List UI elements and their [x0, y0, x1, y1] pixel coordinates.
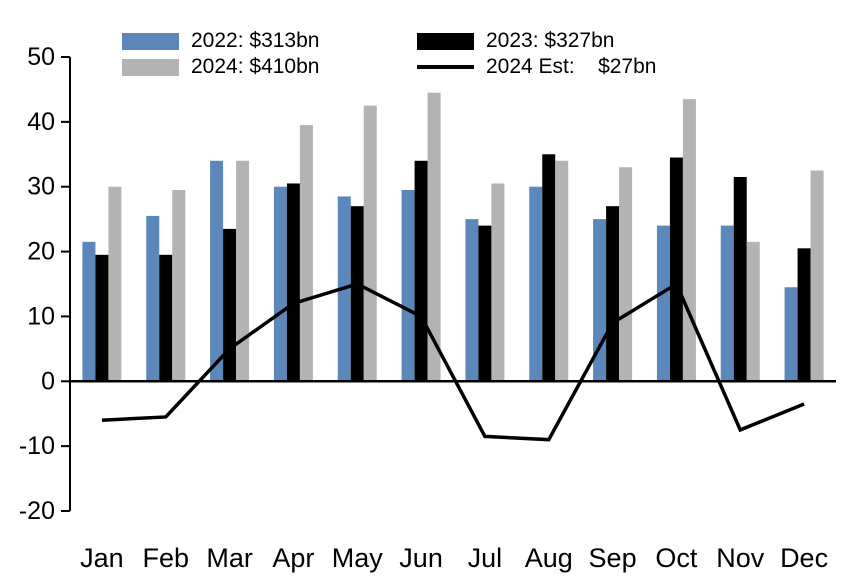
- x-axis-label-Jan: Jan: [80, 543, 124, 573]
- bar-2023-Oct: [669, 157, 683, 382]
- x-axis-label-Feb: Feb: [142, 543, 189, 573]
- bar-2022-Dec: [784, 287, 798, 382]
- bar-2024-Oct: [682, 99, 696, 382]
- legend-swatch-2024-icon: [122, 58, 179, 76]
- legend-label-2024: 2024: $410bn: [191, 55, 320, 78]
- svg-text:50: 50: [27, 43, 55, 71]
- x-axis-label-Apr: Apr: [272, 543, 314, 573]
- bar-2024-Sep: [619, 167, 633, 382]
- bar-2022-Jan: [82, 241, 96, 382]
- bar-2023-Mar: [223, 228, 237, 382]
- x-axis-label-May: May: [332, 543, 384, 573]
- legend-swatch-2022-icon: [122, 32, 179, 50]
- bar-2023-Apr: [286, 183, 300, 382]
- bar-2024-Mar: [236, 160, 250, 382]
- bar-2024-Aug: [555, 160, 569, 382]
- bar-2022-Oct: [656, 225, 670, 382]
- bar-2023-Aug: [542, 154, 556, 382]
- x-axis-label-Nov: Nov: [716, 543, 765, 573]
- x-axis-label-Mar: Mar: [206, 543, 253, 573]
- svg-text:20: 20: [27, 238, 55, 266]
- bar-2022-Aug: [529, 186, 543, 382]
- x-axis-label-Sep: Sep: [589, 543, 637, 573]
- svg-text:-10: -10: [19, 432, 55, 460]
- bar-2022-Apr: [273, 186, 287, 382]
- bar-2023-Jun: [414, 160, 428, 382]
- bar-2024-Dec: [810, 170, 824, 382]
- line-series-2024 Est: [101, 281, 805, 442]
- bar-2023-Jan: [95, 254, 109, 382]
- legend-item-2022: 2022: $313bn: [122, 29, 320, 52]
- bar-2024-Apr: [299, 125, 313, 382]
- bar-2023-May: [350, 206, 364, 382]
- legend-item-2024: 2024: $410bn: [122, 55, 320, 78]
- bar-2023-Sep: [606, 206, 620, 382]
- legend-label-2024-est: 2024 Est: $27bn: [486, 55, 657, 78]
- bar-2023-Feb: [159, 254, 173, 382]
- bar-2024-Feb: [172, 189, 186, 382]
- legend-label-2023: 2023: $327bn: [486, 29, 615, 52]
- x-axis-label-Dec: Dec: [780, 543, 828, 573]
- bar-2022-Feb: [146, 215, 160, 382]
- legend-label-2022: 2022: $313bn: [191, 29, 320, 52]
- bar-2023-Nov: [733, 176, 747, 382]
- svg-text:0: 0: [41, 367, 55, 395]
- bar-2024-Jul: [491, 183, 505, 382]
- bar-2023-Jul: [478, 225, 492, 382]
- legend-item-2024-est: 2024 Est: $27bn: [417, 55, 657, 78]
- bar-2022-Jun: [401, 189, 415, 382]
- bar-2024-Jun: [427, 92, 441, 382]
- bar-2024-Jan: [108, 186, 122, 382]
- svg-text:-20: -20: [19, 497, 55, 525]
- bar-2024-May: [363, 105, 377, 382]
- x-axis-label-Oct: Oct: [655, 543, 698, 573]
- x-axis-label-Jun: Jun: [399, 543, 443, 573]
- bar-2022-Mar: [210, 160, 224, 382]
- bar-2023-Dec: [797, 248, 811, 382]
- bar-2022-Jul: [465, 219, 479, 382]
- x-axis-label-Jul: Jul: [468, 543, 503, 573]
- x-axis-label-Aug: Aug: [525, 543, 573, 573]
- bar-2022-Nov: [720, 225, 734, 382]
- legend-swatch-2023-icon: [417, 32, 474, 50]
- legend-swatch-2024-est-icon: [417, 65, 474, 69]
- bar-2024-Nov: [746, 241, 760, 382]
- svg-text:30: 30: [27, 173, 55, 201]
- svg-text:10: 10: [27, 302, 55, 330]
- svg-text:40: 40: [27, 108, 55, 136]
- legend-item-2023: 2023: $327bn: [417, 29, 615, 52]
